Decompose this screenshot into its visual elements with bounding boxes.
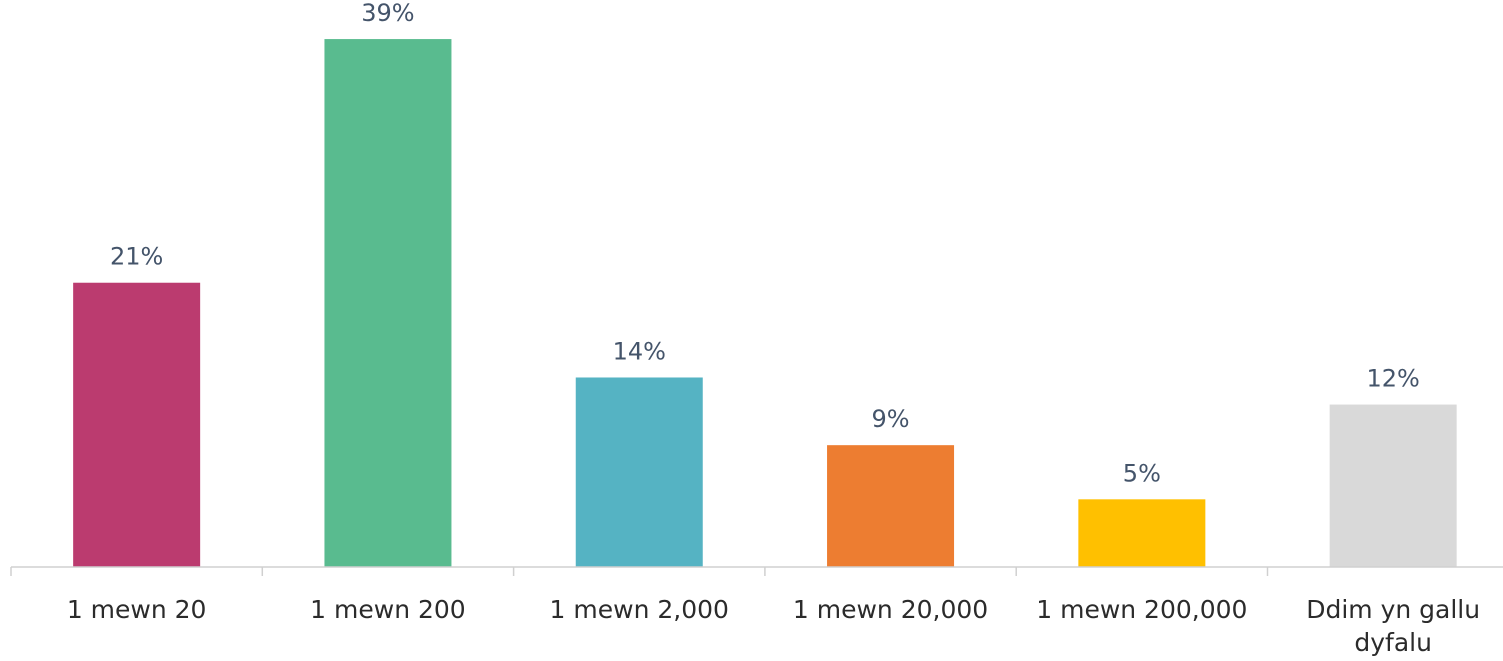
category-label-line: 1 mewn 200,000	[1036, 595, 1247, 624]
bar	[324, 39, 452, 567]
category-label-line: dyfalu	[1354, 628, 1432, 657]
category-label-line: Ddim yn gallu	[1306, 595, 1480, 624]
bar-value-label: 5%	[1123, 459, 1161, 487]
category-label: 1 mewn 20	[67, 595, 207, 624]
category-label-line: 1 mewn 2,000	[550, 595, 729, 624]
category-label-line: 1 mewn 20,000	[793, 595, 988, 624]
bar	[1329, 404, 1457, 567]
bar-value-label: 21%	[110, 243, 163, 271]
bar	[73, 282, 201, 567]
bar-value-label: 12%	[1366, 365, 1419, 393]
bar	[827, 445, 955, 567]
category-label: 1 mewn 200	[310, 595, 466, 624]
category-label: 1 mewn 200,000	[1036, 595, 1247, 624]
category-label: 1 mewn 20,000	[793, 595, 988, 624]
category-labels-group: 1 mewn 20 1 mewn 200 1 mewn 2,000 1 mewn 20…	[67, 595, 1480, 657]
category-label-line: 1 mewn 20	[67, 595, 207, 624]
category-label: Ddim yn gallu dyfalu	[1306, 595, 1480, 657]
bar	[575, 377, 703, 567]
bar-value-label: 9%	[872, 405, 910, 433]
category-label-line: 1 mewn 200	[310, 595, 466, 624]
value-labels-group: 21% 39% 14% 9% 5% 12%	[110, 0, 1420, 487]
x-axis	[10, 566, 1503, 576]
bar-value-label: 39%	[361, 0, 414, 27]
category-label: 1 mewn 2,000	[550, 595, 729, 624]
bars-group	[73, 39, 1457, 567]
bar-value-label: 14%	[613, 337, 666, 365]
bar	[1078, 499, 1206, 567]
